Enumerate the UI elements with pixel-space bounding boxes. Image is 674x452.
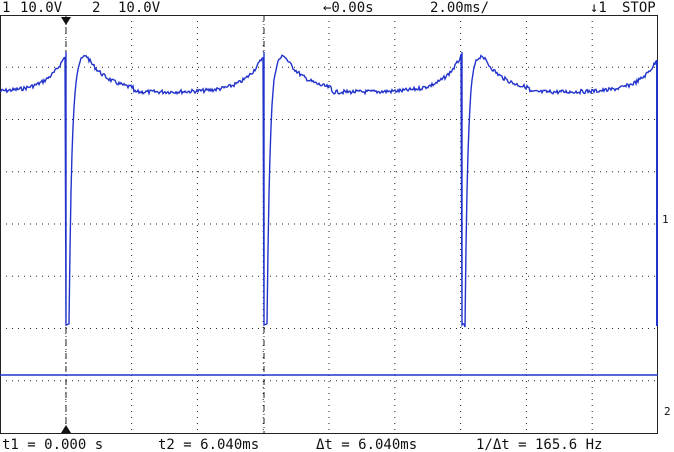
graticule bbox=[0, 15, 658, 433]
cursor-marker-top bbox=[61, 17, 71, 25]
t2-readout: t2 = 6.040ms bbox=[158, 437, 259, 452]
dt-readout: Δt = 6.040ms bbox=[316, 437, 417, 452]
cursor-marker-bottom bbox=[61, 425, 71, 433]
timebase: 2.00ms/ bbox=[430, 0, 489, 16]
t1-readout: t1 = 0.000 s bbox=[2, 437, 103, 452]
inv-dt-readout: 1/Δt = 165.6 Hz bbox=[476, 437, 602, 452]
ch2-label: 2 bbox=[92, 0, 100, 16]
delay: ←0.00s bbox=[323, 0, 374, 16]
ch2-marker: 2 bbox=[664, 405, 671, 418]
ch1-scale: 10.0V bbox=[20, 0, 63, 16]
ch1-label: 1 bbox=[2, 0, 10, 16]
trigger: ↓1 bbox=[590, 0, 607, 16]
ch2-scale: 10.0V bbox=[118, 0, 161, 16]
status: STOP bbox=[622, 0, 656, 16]
ch1-marker: 1 bbox=[662, 213, 669, 226]
channel-1-trace bbox=[0, 52, 657, 328]
